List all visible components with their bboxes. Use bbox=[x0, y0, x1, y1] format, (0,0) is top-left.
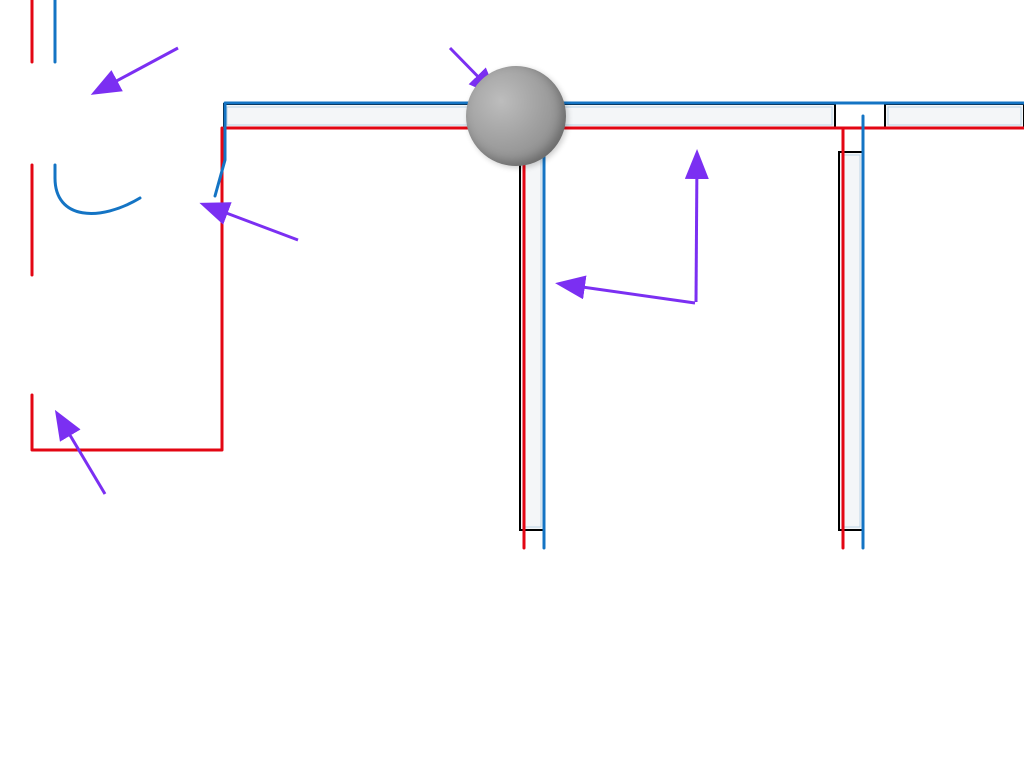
cable-trunk-mid bbox=[540, 104, 835, 128]
junction-box bbox=[466, 66, 566, 166]
arrow-2 bbox=[58, 415, 105, 494]
arrow-1 bbox=[96, 48, 178, 92]
neutral-wire-2 bbox=[55, 178, 140, 213]
arrow-5a bbox=[561, 284, 695, 303]
wiring-diagram bbox=[0, 0, 1024, 757]
cable-trunk-right bbox=[885, 104, 1024, 128]
cable-trunk-left bbox=[224, 104, 490, 128]
arrow-3 bbox=[205, 205, 298, 240]
live-wire-2 bbox=[32, 128, 222, 450]
arrow-5b bbox=[696, 155, 697, 302]
